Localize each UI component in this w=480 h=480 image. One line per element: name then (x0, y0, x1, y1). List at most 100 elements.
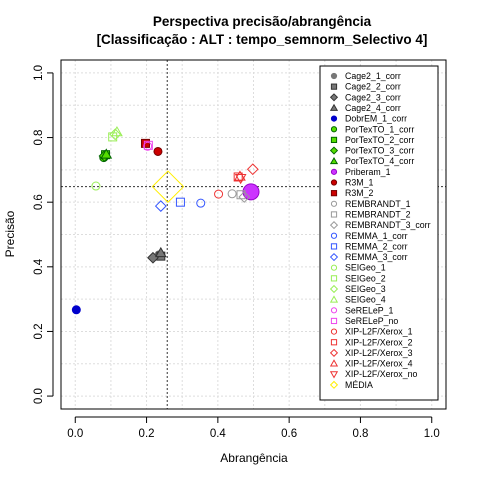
legend-label: SeRELeP_no (345, 316, 398, 326)
y-tick-label: 0.4 (33, 258, 45, 275)
x-tick-label: 0.4 (210, 428, 227, 440)
data-point (151, 170, 185, 203)
legend-label: REMBRANDT_3_corr (345, 220, 431, 230)
legend-marker (329, 93, 339, 102)
legend-label: SEIGeo_4 (345, 295, 386, 305)
legend-label: XIP-L2F/Xerox_2 (345, 337, 413, 347)
data-point (227, 189, 237, 199)
x-axis-label: Abrangência (220, 451, 288, 465)
legend-marker (330, 275, 338, 282)
legend-marker (330, 179, 338, 186)
plot-frame (60, 59, 447, 410)
legend-label: SEIGeo_1 (345, 263, 386, 273)
legend-marker (330, 115, 338, 122)
data-point (143, 140, 153, 150)
legend-marker (330, 243, 338, 250)
legend-marker (330, 211, 338, 218)
legend-marker (329, 359, 339, 367)
data-point (91, 181, 101, 191)
legend-marker (330, 317, 338, 325)
data-point (109, 128, 122, 141)
data-point (175, 197, 185, 207)
chart-title: Perspectiva precisão/abrangência (153, 14, 372, 29)
legend-marker (329, 295, 339, 303)
legend-label: PorTexTO_3_corr (345, 146, 414, 156)
y-tick-label: 0.0 (33, 388, 45, 404)
legend-marker (330, 190, 338, 197)
legend-label: REMMA_2_corr (345, 241, 408, 251)
legend-marker (329, 103, 339, 111)
y-tick-label: 1.0 (33, 65, 45, 81)
data-point (111, 126, 123, 137)
data-point (154, 200, 167, 212)
legend-marker (330, 307, 338, 314)
x-tick-label: 1.0 (424, 428, 440, 440)
legend-label: Cage2_2_corr (345, 82, 401, 92)
legend-marker (329, 221, 339, 230)
legend-label: Cage2_3_corr (345, 92, 401, 102)
x-tick-label: 0.2 (139, 428, 155, 440)
legend-marker (330, 72, 338, 80)
legend: Cage2_1_corrCage2_2_corrCage2_3_corrCage… (319, 65, 439, 401)
legend-label: SEIGeo_3 (345, 284, 386, 294)
data-points (71, 126, 260, 315)
axes: 0.0 0.2 0.4 0.6 0.8 1.0 0.0 0.2 0.4 0.6 0.8 1.0 (33, 65, 440, 440)
legend-label: XIP-L2F/Xerox_4 (345, 359, 413, 369)
legend-label: Priberam_1 (345, 167, 391, 177)
y-axis-label: Precisão (3, 210, 17, 257)
legend-marker (330, 168, 338, 175)
data-point (154, 246, 167, 258)
data-point (234, 174, 247, 185)
data-point (242, 183, 260, 201)
data-point (100, 148, 113, 159)
data-point (108, 132, 118, 142)
legend-label: REMMA_3_corr (345, 252, 408, 262)
legend-label: XIP-L2F/Xerox_3 (345, 348, 413, 358)
legend-label: MÉDIA (345, 380, 373, 390)
legend-marker (329, 284, 339, 294)
data-point (214, 189, 224, 199)
legend-label: Cage2_1_corr (345, 71, 401, 81)
x-tick-label: 0.8 (352, 428, 368, 440)
data-point (153, 146, 163, 156)
legend-marker (329, 252, 339, 262)
y-tick-label: 0.2 (33, 323, 45, 339)
legend-label: REMMA_1_corr (345, 231, 408, 241)
legend-marker (330, 232, 338, 239)
legend-label: PorTexTO_1_corr (345, 124, 414, 134)
legend-label: DobrEM_1_corr (345, 114, 407, 124)
legend-label: REMBRANDT_2 (345, 209, 411, 219)
legend-label: Cage2_4_corr (345, 103, 401, 113)
data-point (71, 305, 81, 315)
legend-marker (330, 328, 338, 335)
data-point (196, 198, 206, 208)
legend-marker (329, 156, 339, 165)
legend-marker (329, 380, 339, 389)
data-point (238, 191, 251, 203)
x-tick-label: 0.6 (281, 428, 297, 440)
legend-box (319, 65, 439, 401)
legend-label: SeRELeP_1 (345, 305, 394, 315)
legend-label: R3M_1 (345, 178, 373, 188)
data-point (246, 163, 259, 176)
legend-marker (330, 200, 338, 207)
data-point (234, 170, 246, 181)
legend-label: XIP-L2F/Xerox_no (345, 369, 417, 379)
data-point (143, 141, 153, 151)
legend-label: PorTexTO_2_corr (345, 135, 414, 145)
chart-subtitle: [Classificação : ALT : tempo_semnorm_Sel… (97, 32, 428, 47)
legend-marker (330, 126, 338, 133)
legend-label: XIP-L2F/Xerox_1 (345, 327, 413, 337)
data-point (140, 138, 150, 148)
legend-label: R3M_2 (345, 188, 373, 198)
data-point (233, 172, 243, 182)
legend-marker (330, 136, 338, 144)
y-tick-label: 0.6 (33, 194, 45, 210)
x-tick-label: 0.0 (67, 428, 83, 440)
legend-marker (330, 83, 338, 90)
legend-marker (330, 264, 338, 271)
y-tick-label: 0.8 (33, 130, 45, 146)
legend-label: PorTexTO_4_corr (345, 156, 414, 166)
legend-marker (329, 348, 339, 357)
